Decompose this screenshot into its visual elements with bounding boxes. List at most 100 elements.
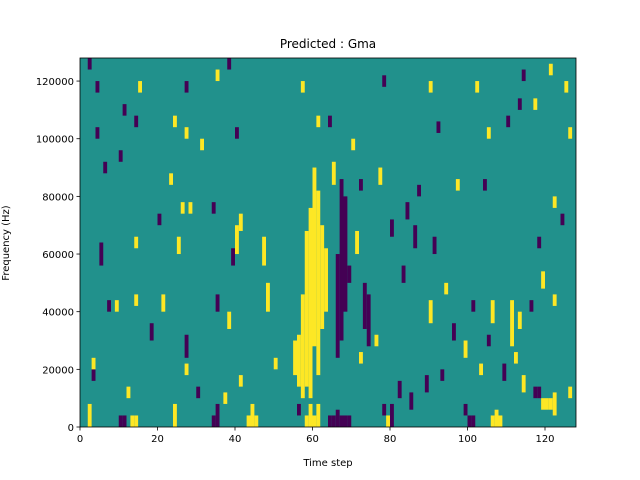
heatmap-cell [486, 127, 491, 139]
heatmap-cell [483, 179, 487, 191]
heatmap-cell [134, 115, 139, 128]
plot-frame [79, 57, 577, 428]
heatmap-cell [169, 173, 173, 185]
heatmap-cell [521, 69, 526, 82]
heatmap-cell [215, 69, 220, 82]
heatmap-cell [355, 230, 359, 255]
heatmap-cell [335, 409, 340, 427]
heatmap-cell [382, 75, 387, 87]
heatmap-cell [308, 403, 313, 427]
heatmap-cell [390, 219, 394, 237]
heatmap-cell [479, 363, 483, 376]
heatmap-cell [231, 248, 235, 266]
heatmap-cell [560, 213, 565, 226]
heatmap-cell [266, 282, 270, 312]
heatmap-cell [118, 415, 123, 427]
heatmap-cell [568, 127, 573, 139]
heatmap-cell [382, 403, 387, 416]
x-tick-label: 40 [229, 434, 242, 445]
heatmap-cell [548, 63, 553, 76]
heatmap-cell [297, 334, 301, 387]
heatmap-cell [359, 352, 363, 364]
heatmap-cell [533, 386, 538, 399]
heatmap-cell [455, 179, 460, 191]
heatmap-cell [103, 161, 108, 174]
heatmap-cell [545, 398, 549, 410]
heatmap-cell [316, 190, 321, 376]
heatmap-cell [517, 98, 522, 110]
heatmap-cell [347, 415, 352, 427]
heatmap-cell [235, 127, 239, 139]
heatmap-cell [157, 213, 162, 226]
heatmap-cell [324, 248, 328, 312]
heatmap-cell [405, 202, 410, 220]
heatmap-cell [529, 300, 534, 312]
heatmap-cell [300, 294, 305, 399]
heatmap-cell [262, 236, 266, 266]
heatmap-cell [87, 58, 92, 70]
heatmap-cell [122, 104, 127, 116]
heatmap-cell [568, 386, 573, 399]
heatmap-cell [533, 98, 538, 110]
heatmap-cell [114, 300, 119, 312]
heatmap-cell [552, 196, 557, 208]
heatmap-cell [149, 323, 154, 341]
heatmap-cell [390, 403, 394, 427]
heatmap-cell [331, 161, 336, 185]
y-tick-label: 120000 [36, 77, 74, 88]
heatmap-cell [366, 294, 371, 347]
heatmap-cell [494, 409, 499, 427]
x-tick-label: 80 [384, 434, 397, 445]
heatmap-cell [134, 415, 139, 427]
heatmap-cell [490, 415, 495, 427]
heatmap-cell [297, 403, 301, 416]
heatmap-cell [401, 265, 406, 283]
heatmap-cell [510, 300, 514, 347]
heatmap-cell [467, 415, 472, 427]
heatmap-cell [432, 236, 437, 255]
y-tick-label: 80000 [42, 192, 74, 203]
heatmap-cell [107, 300, 111, 312]
heatmap-cell [440, 369, 445, 381]
heatmap-cell [95, 81, 100, 93]
x-tick-label: 100 [458, 434, 477, 445]
heatmap-cell [351, 138, 356, 151]
heatmap-cell [386, 415, 390, 427]
heatmap-cell [200, 138, 204, 151]
heatmap-cell [537, 386, 542, 399]
heatmap-cell [126, 386, 131, 399]
heatmap-cell [161, 294, 166, 312]
heatmap-cell [502, 363, 507, 381]
y-tick-label: 40000 [42, 308, 74, 319]
heatmap-cell [320, 225, 325, 329]
heatmap-cell [541, 398, 545, 410]
heatmap-cell [343, 415, 348, 427]
heatmap-cell [99, 242, 104, 266]
heatmap-cell [331, 415, 336, 427]
heatmap-cell [463, 340, 468, 358]
heatmap-cell [486, 334, 491, 347]
heatmap-cell [215, 294, 220, 312]
heatmap-cell [498, 415, 503, 427]
heatmap-cell [471, 300, 476, 312]
heatmap-cell [184, 334, 189, 358]
heatmap-cell [316, 115, 321, 128]
heatmap-cell [196, 386, 201, 399]
heatmap-cell [428, 300, 433, 324]
heatmap-cell [316, 403, 321, 427]
heatmap-cell [95, 127, 100, 139]
heatmap-cell [238, 375, 243, 387]
heatmap-cell [452, 323, 456, 341]
heatmap-cell [87, 403, 92, 427]
heatmap-cell [138, 81, 142, 93]
heatmap-cell [215, 403, 220, 427]
x-tick-label: 120 [535, 434, 554, 445]
heatmap-cell [300, 81, 305, 93]
heatmap-cell [134, 236, 139, 249]
heatmap-cell [463, 403, 468, 416]
heatmap-cell [246, 415, 251, 427]
y-tick-label: 20000 [42, 365, 74, 376]
y-tick-label: 60000 [42, 250, 74, 261]
heatmap-cell [328, 415, 332, 427]
